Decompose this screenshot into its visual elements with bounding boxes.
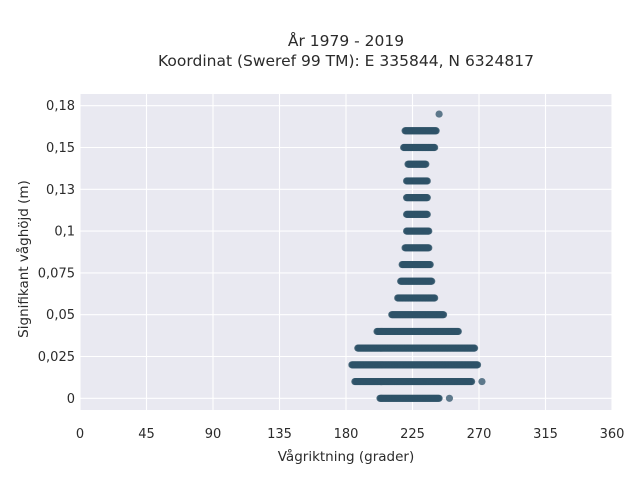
data-point	[454, 327, 462, 336]
x-tick-label: 360	[600, 427, 625, 442]
data-point	[426, 260, 434, 269]
x-tick-label: 315	[533, 427, 558, 442]
y-tick-label: 0,15	[46, 141, 75, 156]
y-tick-label: 0	[67, 392, 75, 407]
data-point	[478, 377, 486, 386]
x-tick-label: 90	[205, 427, 222, 442]
x-gridlines	[79, 94, 613, 410]
y-tick-label: 0,18	[46, 99, 75, 114]
data-point	[432, 127, 440, 135]
x-axis-label: Vågriktning (grader)	[278, 448, 415, 465]
data-point	[470, 344, 479, 352]
chart-title-line1: År 1979 - 2019	[288, 31, 404, 50]
data-point	[425, 244, 433, 252]
data-point	[468, 377, 476, 386]
data-point	[423, 210, 431, 218]
y-axis-label: Signifikant våghöjd (m)	[15, 180, 32, 338]
y-tick-labels: 0 0,025 0,05 0,075 0,1 0,13 0,15 0,18	[38, 99, 75, 407]
y-tick-label: 0,075	[38, 266, 75, 281]
data-point	[423, 194, 431, 202]
data-point	[422, 160, 430, 168]
x-tick-label: 0	[76, 427, 84, 442]
data-point	[428, 277, 436, 285]
y-gridlines	[80, 105, 612, 399]
data-point	[431, 294, 439, 302]
data-point	[425, 227, 433, 235]
x-tick-label: 270	[467, 427, 492, 442]
x-tick-label: 180	[334, 427, 359, 442]
data-point	[423, 177, 431, 185]
data-point	[473, 361, 482, 369]
x-tick-label: 225	[400, 427, 425, 442]
x-tick-labels: 0 45 90 135 180 225 270 315 360	[76, 427, 625, 442]
x-tick-label: 45	[138, 427, 155, 442]
data-point	[439, 311, 448, 319]
y-tick-label: 0,025	[38, 350, 75, 365]
y-tick-label: 0,13	[46, 183, 75, 198]
data-points	[348, 110, 486, 402]
data-point	[445, 394, 454, 402]
y-tick-label: 0,1	[54, 225, 75, 240]
data-point	[431, 143, 439, 152]
y-tick-label: 0,05	[46, 308, 75, 323]
data-point	[435, 110, 443, 118]
x-tick-label: 135	[267, 427, 292, 442]
chart-title-line2: Koordinat (Sweref 99 TM): E 335844, N 63…	[158, 52, 534, 70]
data-point	[435, 394, 443, 402]
